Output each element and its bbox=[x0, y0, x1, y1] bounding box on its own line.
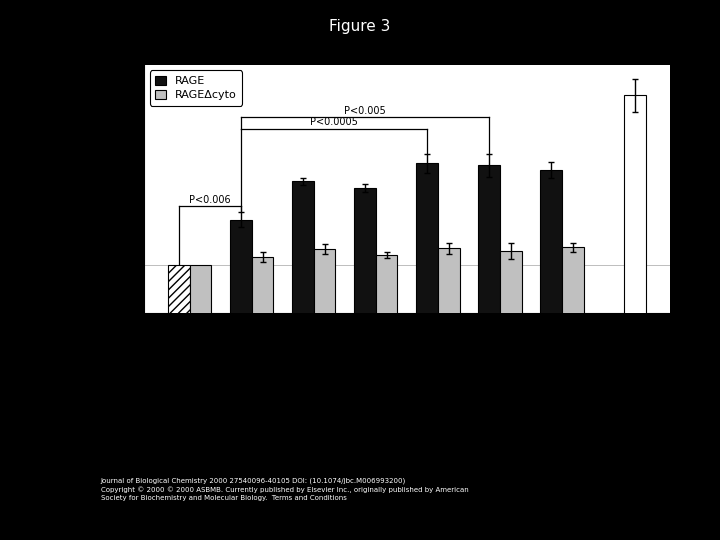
Bar bbox=[500, 251, 521, 361]
Bar bbox=[230, 220, 252, 361]
Bar bbox=[354, 188, 376, 361]
Bar bbox=[376, 255, 397, 361]
Legend: RAGE, RAGEΔcyto: RAGE, RAGEΔcyto bbox=[150, 70, 243, 106]
Bar bbox=[168, 266, 189, 361]
Bar bbox=[314, 249, 336, 361]
Bar bbox=[624, 96, 646, 361]
Bar bbox=[438, 248, 459, 361]
Bar bbox=[562, 247, 584, 361]
Bar bbox=[189, 266, 212, 361]
Bar bbox=[478, 165, 500, 361]
Text: P<0.0005: P<0.0005 bbox=[310, 117, 358, 127]
Bar bbox=[292, 181, 314, 361]
Bar bbox=[540, 170, 562, 361]
Y-axis label: % Activation of control: % Activation of control bbox=[81, 122, 94, 256]
Bar bbox=[416, 163, 438, 361]
Text: Journal of Biological Chemistry 2000 27540096-40105 DOI: (10.1074/jbc.M006993200: Journal of Biological Chemistry 2000 275… bbox=[101, 478, 469, 501]
Text: P<0.005: P<0.005 bbox=[344, 106, 386, 116]
Text: P<0.006: P<0.006 bbox=[189, 195, 230, 205]
Bar bbox=[252, 257, 274, 361]
Text: Figure 3: Figure 3 bbox=[329, 19, 391, 34]
